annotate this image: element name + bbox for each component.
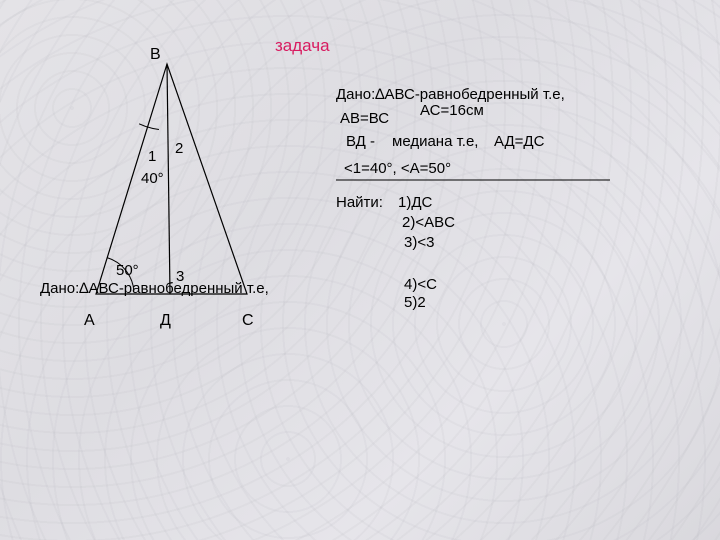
given-angles: <1=40°, <A=50°: [344, 160, 451, 177]
given-vd-prefix: ВД -: [346, 133, 375, 150]
vertex-d-label: Д: [160, 312, 171, 330]
median-bd: [167, 64, 170, 294]
angle-1-label: 1: [148, 148, 156, 165]
given-ac-16cm: АС=16см: [420, 102, 484, 119]
find-item-3: 3)<3: [404, 234, 434, 251]
angle-50-label: 50°: [116, 262, 139, 279]
given-left-text: Дано:∆АВС-равнобедренный т.е,: [40, 280, 269, 297]
vertex-c-label: С: [242, 312, 254, 330]
given-median: медиана т.е,: [392, 133, 478, 150]
find-item-4: 4)<C: [404, 276, 437, 293]
vertex-a-label: А: [84, 312, 95, 330]
find-item-5: 5)2: [404, 294, 426, 311]
angle-2-label: 2: [175, 140, 183, 157]
triangle-path: [96, 64, 247, 294]
angle-arc-b: [139, 124, 159, 130]
geometry-svg: [0, 0, 720, 540]
problem-title: задача: [275, 36, 330, 56]
angle-40-label: 40°: [141, 170, 164, 187]
triangle-group: [96, 64, 247, 294]
given-ad-eq-dc: АД=ДС: [494, 133, 544, 150]
find-item-2: 2)<ABC: [402, 214, 455, 231]
given-ab-eq-bc: АВ=ВС: [340, 110, 389, 127]
given-heading: Дано:∆АВС-равнобедренный т.е,: [336, 86, 565, 103]
find-item-1: 1)ДС: [398, 194, 432, 211]
find-heading: Найти:: [336, 194, 383, 211]
vertex-b-label: В: [150, 46, 161, 64]
